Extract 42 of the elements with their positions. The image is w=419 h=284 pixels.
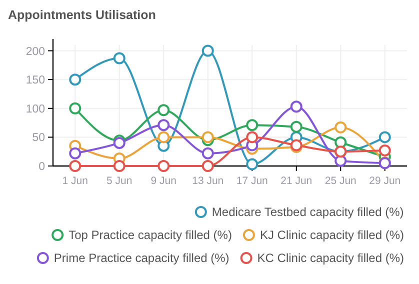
x-tick-label: 9 Jun (150, 175, 177, 187)
legend-label: KC Clinic capacity filled (%) (257, 251, 404, 266)
legend-label: Prime Practice capacity filled (%) (54, 251, 230, 266)
point (69, 74, 82, 86)
point (246, 158, 258, 170)
x-tick-label: 1 Jun (62, 175, 88, 187)
point (202, 160, 214, 172)
point (113, 52, 126, 64)
x-tick-label: 21 Jun (280, 175, 312, 187)
point (334, 121, 347, 134)
x-tick-label: 29 Jun (369, 175, 401, 187)
point (158, 104, 170, 116)
point (378, 131, 391, 144)
point (202, 44, 214, 57)
y-tick-label: 0 (38, 161, 45, 174)
point (158, 131, 170, 144)
chart-title: Appointments Utilisation (8, 8, 156, 22)
point (378, 144, 391, 156)
point (334, 154, 347, 167)
point (158, 160, 170, 172)
legend-label: Top Practice capacity filled (%) (68, 228, 232, 242)
y-tick-label: 200 (26, 46, 45, 58)
point (69, 102, 82, 114)
point (158, 119, 170, 132)
point (202, 147, 214, 160)
point (290, 120, 302, 133)
point (246, 119, 258, 132)
point (246, 131, 258, 144)
legend-label: Medicare Testbed capacity filled (%) (212, 205, 404, 220)
point (290, 100, 302, 113)
point (69, 147, 82, 160)
x-tick-label: 5 Jun (106, 175, 132, 187)
y-tick-label: 100 (26, 103, 45, 116)
point (202, 131, 214, 144)
legend-label: KJ Clinic capacity filled (%) (260, 228, 404, 242)
x-tick-label: 25 Jun (324, 175, 357, 187)
x-tick-label: 17 Jun (236, 175, 268, 187)
point (113, 160, 126, 172)
y-tick-label: 50 (32, 132, 45, 144)
x-tick-label: 13 Jun (192, 175, 224, 187)
point (69, 160, 82, 172)
y-tick-label: 150 (26, 74, 45, 87)
